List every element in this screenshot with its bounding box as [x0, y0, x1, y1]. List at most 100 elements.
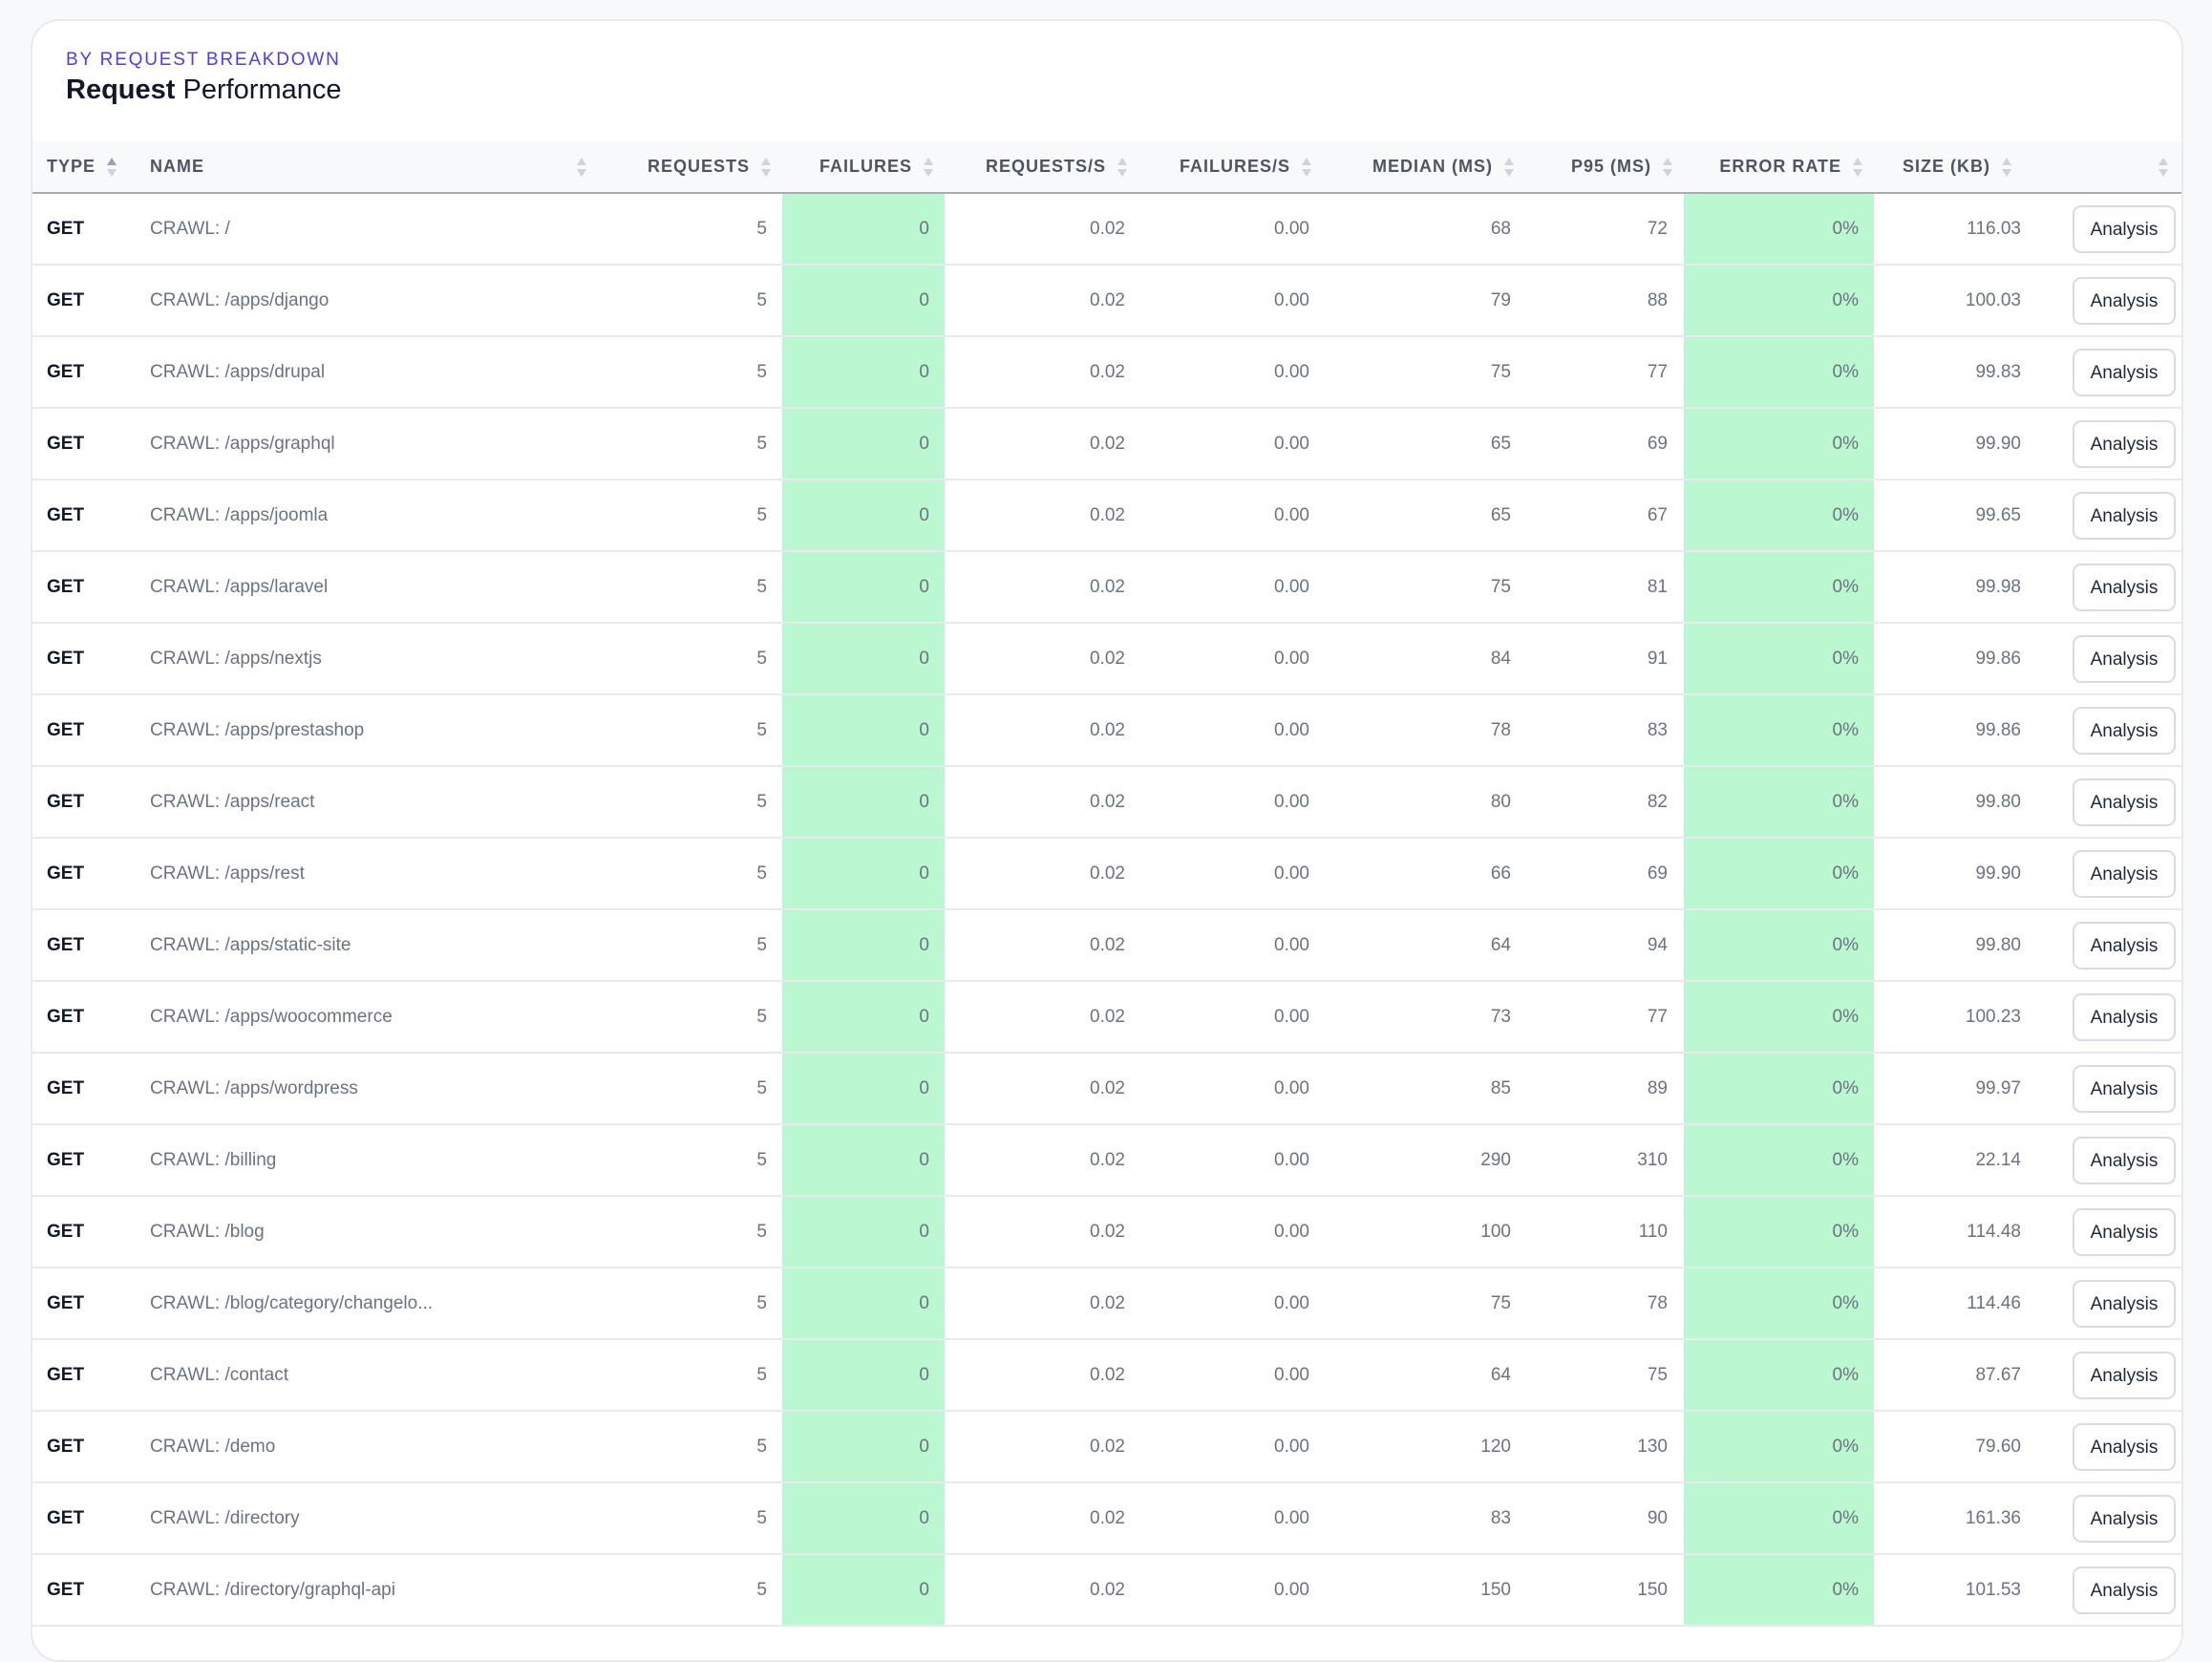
analysis-button[interactable]: Analysis	[2073, 706, 2176, 755]
cell-type: GET	[47, 719, 85, 740]
cell-error-rate: 0%	[1684, 1482, 1874, 1554]
cell-name: CRAWL: /apps/react	[150, 791, 315, 812]
cell-median: 290	[1480, 1149, 1511, 1170]
cell-failures: 0	[782, 766, 945, 838]
analysis-button[interactable]: Analysis	[2073, 921, 2176, 970]
cell-action: Analysis	[2036, 838, 2181, 909]
analysis-button[interactable]: Analysis	[2073, 1136, 2176, 1184]
col-requests-per-sec[interactable]: REQUESTS/S	[945, 141, 1138, 193]
cell-median: 75	[1490, 1292, 1511, 1313]
col-p95[interactable]: P95 (MS)	[1525, 141, 1684, 193]
cell-action: Analysis	[2036, 1482, 2181, 1554]
cell-p95: 150	[1637, 1579, 1668, 1600]
analysis-button[interactable]: Analysis	[2073, 849, 2176, 898]
table-row: GET CRAWL: /apps/wordpress 5 0 0.02 0.00 85 89 0…	[32, 1053, 2181, 1124]
cell-failures-per-sec: 0.00	[1274, 433, 1309, 454]
table-row: GET CRAWL: /apps/prestashop 5 0 0.02 0.00 78 83…	[32, 694, 2181, 766]
cell-type: GET	[47, 218, 85, 239]
analysis-button[interactable]: Analysis	[2073, 634, 2176, 683]
analysis-button[interactable]: Analysis	[2073, 204, 2176, 253]
cell-action: Analysis	[2036, 694, 2181, 766]
cell-size: 22.14	[1975, 1149, 2021, 1170]
col-actions[interactable]	[2036, 141, 2181, 193]
cell-type: GET	[47, 1579, 85, 1600]
cell-requests: 5	[756, 648, 767, 669]
cell-median: 68	[1490, 218, 1511, 239]
cell-requests: 5	[756, 1221, 767, 1242]
analysis-button[interactable]: Analysis	[2073, 276, 2176, 325]
cell-error-rate: 0%	[1684, 1053, 1874, 1124]
cell-requests-per-sec: 0.02	[1090, 218, 1125, 239]
cell-error-rate: 0%	[1684, 1339, 1874, 1411]
table-row: GET CRAWL: /apps/drupal 5 0 0.02 0.00 75 77 0% 99…	[32, 336, 2181, 408]
cell-p95: 77	[1647, 1006, 1668, 1027]
cell-action: Analysis	[2036, 1196, 2181, 1268]
cell-median: 64	[1490, 934, 1511, 955]
cell-size: 87.67	[1975, 1364, 2021, 1385]
cell-name: CRAWL: /directory/graphql-api	[150, 1579, 395, 1600]
cell-failures-per-sec: 0.00	[1274, 218, 1309, 239]
cell-size: 161.36	[1965, 1507, 2021, 1528]
cell-requests-per-sec: 0.02	[1090, 719, 1125, 740]
cell-action: Analysis	[2036, 265, 2181, 336]
cell-size: 99.97	[1975, 1077, 2021, 1098]
cell-name: CRAWL: /apps/wordpress	[150, 1077, 358, 1098]
cell-requests: 5	[756, 433, 767, 454]
cell-requests-per-sec: 0.02	[1090, 1006, 1125, 1027]
analysis-button[interactable]: Analysis	[2073, 563, 2176, 611]
cell-p95: 67	[1647, 504, 1668, 525]
analysis-button[interactable]: Analysis	[2073, 992, 2176, 1041]
cell-p95: 91	[1647, 648, 1668, 669]
analysis-button[interactable]: Analysis	[2073, 778, 2176, 826]
cell-action: Analysis	[2036, 1124, 2181, 1196]
analysis-button[interactable]: Analysis	[2073, 1279, 2176, 1328]
col-error-rate[interactable]: ERROR RATE	[1684, 141, 1874, 193]
cell-size: 101.53	[1965, 1579, 2021, 1600]
analysis-button[interactable]: Analysis	[2073, 491, 2176, 540]
cell-failures: 0	[782, 265, 945, 336]
cell-error-rate: 0%	[1684, 1411, 1874, 1482]
cell-type: GET	[47, 433, 85, 454]
cell-median: 100	[1480, 1221, 1511, 1242]
cell-p95: 77	[1647, 361, 1668, 382]
col-requests[interactable]: REQUESTS	[594, 141, 782, 193]
col-size[interactable]: SIZE (KB)	[1874, 141, 2036, 193]
cell-requests-per-sec: 0.02	[1090, 504, 1125, 525]
col-median[interactable]: MEDIAN (MS)	[1323, 141, 1525, 193]
cell-failures-per-sec: 0.00	[1274, 1292, 1309, 1313]
cell-size: 79.60	[1975, 1436, 2021, 1457]
analysis-button[interactable]: Analysis	[2073, 1566, 2176, 1614]
cell-action: Analysis	[2036, 909, 2181, 981]
col-failures-per-sec[interactable]: FAILURES/S	[1138, 141, 1323, 193]
analysis-button[interactable]: Analysis	[2073, 348, 2176, 396]
sort-icon	[761, 157, 771, 178]
analysis-button[interactable]: Analysis	[2073, 1422, 2176, 1471]
table-row: GET CRAWL: /apps/react 5 0 0.02 0.00 80 82 0% 99.…	[32, 766, 2181, 838]
analysis-button[interactable]: Analysis	[2073, 419, 2176, 468]
cell-name: CRAWL: /apps/woocommerce	[150, 1006, 393, 1027]
cell-failures: 0	[782, 408, 945, 479]
cell-requests-per-sec: 0.02	[1090, 361, 1125, 382]
col-name[interactable]: NAME	[150, 141, 594, 193]
cell-type: GET	[47, 1221, 85, 1242]
col-type[interactable]: TYPE	[32, 141, 150, 193]
cell-failures-per-sec: 0.00	[1274, 863, 1309, 884]
cell-error-rate: 0%	[1684, 265, 1874, 336]
cell-size: 99.86	[1975, 648, 2021, 669]
cell-action: Analysis	[2036, 479, 2181, 551]
sort-icon	[2002, 157, 2011, 178]
cell-failures: 0	[782, 1339, 945, 1411]
analysis-button[interactable]: Analysis	[2073, 1351, 2176, 1399]
col-failures[interactable]: FAILURES	[782, 141, 945, 193]
cell-requests: 5	[756, 934, 767, 955]
analysis-button[interactable]: Analysis	[2073, 1494, 2176, 1543]
table-row: GET CRAWL: / 5 0 0.02 0.00 68 72 0% 116.03 Analysi…	[32, 193, 2181, 265]
cell-requests: 5	[756, 1579, 767, 1600]
sort-icon	[1504, 157, 1514, 178]
cell-failures: 0	[782, 193, 945, 265]
cell-failures-per-sec: 0.00	[1274, 1364, 1309, 1385]
cell-failures-per-sec: 0.00	[1274, 1436, 1309, 1457]
analysis-button[interactable]: Analysis	[2073, 1064, 2176, 1113]
table-row: GET CRAWL: /apps/static-site 5 0 0.02 0.00 64 9…	[32, 909, 2181, 981]
analysis-button[interactable]: Analysis	[2073, 1207, 2176, 1256]
